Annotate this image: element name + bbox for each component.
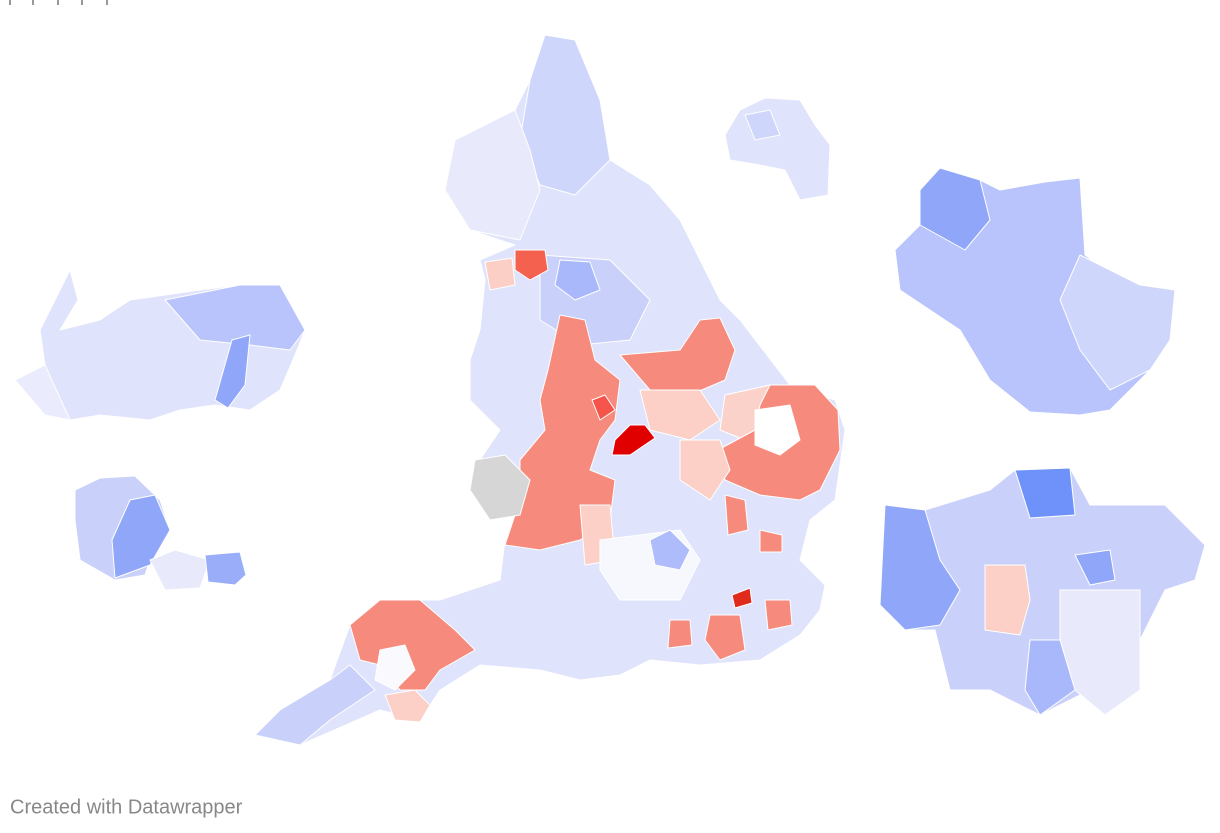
region (444, 109, 541, 241)
region (611, 424, 656, 456)
region (554, 259, 601, 301)
inset-region (164, 284, 306, 351)
inset-region (919, 167, 991, 251)
inset-region (1074, 549, 1116, 586)
region (349, 599, 476, 691)
region (679, 439, 731, 501)
region (649, 529, 691, 571)
inset-region (724, 97, 831, 201)
legend-ticks (9, 0, 108, 5)
region (484, 257, 516, 291)
inset-region (1024, 639, 1076, 716)
region (704, 614, 746, 661)
inset-region (984, 564, 1031, 636)
region (254, 664, 376, 746)
region (384, 689, 431, 723)
inset-region (214, 334, 251, 409)
region (759, 529, 783, 553)
inset-region (1014, 467, 1076, 519)
inset-region (111, 494, 171, 579)
inset-region (14, 364, 71, 421)
inset-region (1059, 254, 1176, 391)
region (591, 394, 616, 421)
inset-region (744, 109, 781, 141)
region (724, 494, 749, 536)
region (374, 644, 416, 691)
credit: Created with Datawrapper (10, 796, 243, 818)
inset-region (149, 549, 211, 591)
england-map (254, 34, 846, 746)
region (731, 587, 753, 609)
region (514, 249, 549, 281)
region (639, 389, 721, 441)
inset-region (879, 504, 961, 631)
region (519, 34, 611, 196)
region (469, 454, 531, 521)
region (754, 404, 801, 456)
inset-region (204, 551, 247, 586)
region (764, 599, 793, 631)
region (667, 619, 693, 649)
